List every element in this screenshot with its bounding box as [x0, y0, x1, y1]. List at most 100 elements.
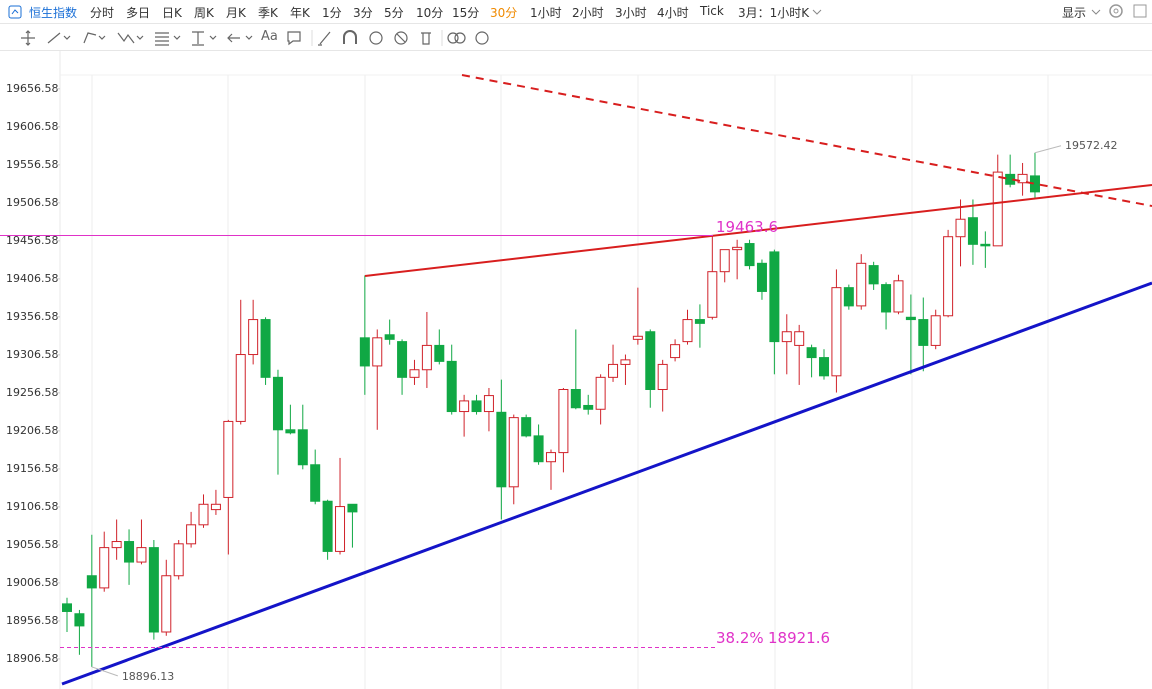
candle-body: [732, 246, 743, 251]
candle-body: [744, 243, 755, 267]
period[interactable]: 周K: [194, 6, 214, 20]
text-tool[interactable]: Aa: [261, 29, 278, 44]
candle-body: [347, 503, 358, 513]
period[interactable]: 15分: [452, 6, 480, 20]
period[interactable]: Tick: [700, 4, 724, 18]
candle-body: [632, 335, 643, 340]
candle-body: [397, 341, 408, 378]
line-tool[interactable]: [47, 32, 61, 44]
y-tick-label: 19156.58: [6, 462, 59, 475]
candle-body: [719, 249, 730, 273]
hide-tool[interactable]: [394, 31, 408, 45]
lock-tool[interactable]: [369, 31, 383, 45]
candle-body: [806, 347, 817, 359]
candle-body: [148, 547, 159, 633]
candle-body: [446, 360, 457, 413]
y-tick-label: 19056.58: [6, 538, 59, 551]
candle-body: [620, 359, 631, 365]
y-tick-label: 19656.58: [6, 82, 59, 95]
candle-body: [893, 280, 904, 313]
candle-body: [359, 337, 370, 367]
tool-settings[interactable]: [475, 31, 489, 45]
period-toolbar: 恒生指数 分时 多日 日K 周K 月K 季K 年K 1分 3分 5分 10分 1…: [0, 0, 1152, 24]
candle-body: [930, 315, 941, 346]
candle-body: [1017, 173, 1028, 184]
candle-body: [881, 284, 892, 313]
candle-body: [335, 506, 346, 552]
candle-body: [992, 171, 1003, 247]
callout-line: [1034, 145, 1062, 154]
candle-body: [533, 435, 544, 463]
y-tick-label: 19456.58: [6, 234, 59, 247]
y-tick-label: 19506.58: [6, 196, 59, 209]
candle-body: [285, 429, 296, 434]
candle-body: [955, 218, 966, 238]
cross-tool[interactable]: [21, 30, 35, 46]
pen-tool[interactable]: [318, 31, 331, 46]
index-name[interactable]: 恒生指数: [29, 6, 78, 20]
candle-body: [694, 319, 705, 324]
channel-tool[interactable]: [83, 32, 97, 44]
compare-tool[interactable]: [447, 32, 459, 44]
wave-tool[interactable]: [117, 32, 135, 44]
candle-body: [260, 319, 271, 378]
candle-body: [943, 236, 954, 317]
candle-body: [521, 417, 532, 437]
display-menu[interactable]: 显示: [1062, 6, 1087, 20]
candle-body: [136, 547, 147, 563]
candle-body: [322, 500, 333, 552]
candle-body: [980, 243, 991, 247]
measure-tool[interactable]: [192, 31, 204, 46]
settings-icon[interactable]: [1108, 3, 1124, 19]
trendline-resistance: [364, 184, 1152, 277]
candle-body: [794, 331, 805, 346]
arrow-tool[interactable]: [227, 33, 240, 43]
candle-body: [769, 251, 780, 343]
candle-body: [967, 217, 978, 245]
period[interactable]: 月K: [226, 6, 246, 20]
period[interactable]: 年K: [290, 6, 310, 20]
period[interactable]: 3小时: [615, 6, 647, 20]
candle-body: [608, 363, 619, 378]
candle-body: [496, 411, 507, 488]
period[interactable]: 3分: [353, 6, 373, 20]
chevron: [1091, 9, 1101, 15]
candle-body: [583, 404, 594, 410]
candle-body: [210, 503, 221, 511]
candle-body: [384, 334, 395, 340]
candle-body: [297, 429, 308, 466]
note-tool[interactable]: [287, 31, 301, 46]
period[interactable]: 1小时: [530, 6, 562, 20]
candle-body: [86, 575, 97, 589]
period[interactable]: 分时: [90, 6, 115, 20]
candle-body: [235, 354, 246, 422]
period[interactable]: 30分: [490, 6, 518, 20]
candle-body: [186, 524, 197, 545]
period[interactable]: 季K: [258, 6, 278, 20]
fib-tool[interactable]: [155, 32, 169, 46]
candle-body: [421, 344, 432, 371]
callout-line: [91, 666, 118, 677]
period[interactable]: 10分: [416, 6, 444, 20]
period[interactable]: 日K: [162, 6, 182, 20]
candle-body: [707, 271, 718, 318]
delete-tool[interactable]: [421, 32, 431, 45]
candle-body: [459, 400, 470, 413]
period[interactable]: 2小时: [572, 6, 604, 20]
menu-icon[interactable]: [1132, 3, 1148, 19]
period[interactable]: 多日: [126, 6, 151, 20]
candle-body: [99, 547, 110, 589]
period[interactable]: 1分: [322, 6, 342, 20]
range-select[interactable]: 3月：1小时K: [738, 6, 810, 20]
magnet-tool[interactable]: [343, 30, 357, 44]
candle-body: [905, 316, 916, 321]
candle-body: [756, 262, 767, 292]
period[interactable]: 5分: [384, 6, 404, 20]
candle-body: [682, 319, 693, 343]
candle-body: [856, 262, 867, 307]
candle-body: [409, 369, 420, 378]
candle-body: [372, 337, 383, 367]
period[interactable]: 4小时: [657, 6, 689, 20]
